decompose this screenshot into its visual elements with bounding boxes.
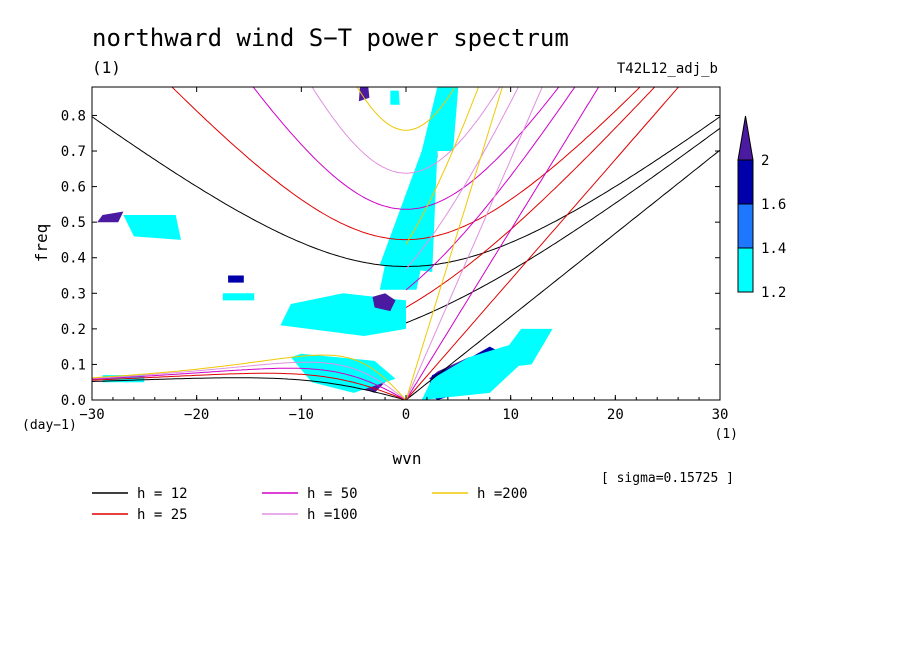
mrg-curve <box>405 127 720 324</box>
x-axis: −30 −20 −10 0 10 20 30 <box>79 87 728 423</box>
colorbar-swatch <box>737 247 754 293</box>
contour-region <box>358 87 370 102</box>
y-tick-label: 0.5 <box>61 215 86 231</box>
y-tick-label: 0.0 <box>61 393 86 409</box>
colorbar-label: 2 <box>761 153 769 169</box>
contour-region <box>379 264 422 290</box>
kelvin-curve <box>405 87 680 400</box>
x-tick-label: −20 <box>184 407 209 423</box>
contour-regions <box>97 87 553 400</box>
colorbar: 1.2 1.4 1.6 2 <box>737 115 786 301</box>
legend-label: h =200 <box>477 486 528 502</box>
contour-region <box>500 328 553 368</box>
y-tick-label: 0.7 <box>61 144 86 160</box>
y-tick-label: 0.3 <box>61 286 86 302</box>
x-tick-label: −10 <box>289 407 314 423</box>
y-axis-label: freq <box>32 224 51 263</box>
y-tick-label: 0.6 <box>61 180 86 196</box>
y-tick-label: 0.8 <box>61 108 86 124</box>
contour-region <box>123 215 181 240</box>
contour-region <box>97 211 124 223</box>
legend-label: h =100 <box>307 507 358 523</box>
x-tick-label: −30 <box>79 407 104 423</box>
gravity-wave-curve <box>92 116 720 267</box>
y-axis-units: (day−1) <box>22 418 77 433</box>
x-axis-units: (1) <box>715 427 738 442</box>
legend: h = 12 h = 25 h = 50 h =100 h =200 <box>92 486 528 523</box>
colorbar-label: 1.4 <box>761 241 786 257</box>
run-id-label: T42L12_adj_b <box>617 61 718 77</box>
colorbar-label: 1.6 <box>761 197 786 213</box>
y-axis: 0.0 0.1 0.2 0.3 0.4 0.5 0.6 0.7 0.8 <box>61 108 720 409</box>
gravity-wave-curve <box>356 87 456 131</box>
x-tick-label: 20 <box>607 407 624 423</box>
x-tick-label: 10 <box>502 407 519 423</box>
chart-units: (1) <box>92 58 121 77</box>
gravity-wave-curve <box>171 87 641 241</box>
gravity-wave-curve <box>311 87 501 174</box>
y-tick-label: 0.2 <box>61 322 86 338</box>
dispersion-curves <box>92 87 720 400</box>
kelvin-curve <box>405 149 720 400</box>
x-axis-label: wvn <box>393 449 422 468</box>
gravity-wave-curve <box>252 87 560 210</box>
y-tick-label: 0.1 <box>61 357 86 373</box>
rossby-curve <box>92 372 407 400</box>
mrg-curve <box>405 87 480 245</box>
colorbar-swatch <box>737 159 754 205</box>
legend-label: h = 12 <box>137 486 188 502</box>
colorbar-swatch <box>737 203 754 249</box>
colorbar-extend-arrow <box>737 115 754 161</box>
rossby-curve <box>92 354 407 400</box>
mrg-curve <box>405 87 656 308</box>
kelvin-curve <box>405 87 543 400</box>
rossby-curve <box>92 361 407 400</box>
y-tick-label: 0.4 <box>61 251 86 267</box>
contour-region <box>379 87 459 272</box>
colorbar-label: 1.2 <box>761 285 786 301</box>
legend-label: h = 25 <box>137 507 188 523</box>
rossby-curve <box>92 367 407 400</box>
mrg-curve <box>405 87 576 291</box>
contour-region <box>372 293 396 312</box>
mrg-curve <box>405 87 519 270</box>
rossby-curve <box>92 377 407 400</box>
chart-title: northward wind S−T power spectrum <box>92 24 569 52</box>
sigma-annotation: [ sigma=0.15725 ] <box>601 471 734 486</box>
legend-label: h = 50 <box>307 486 358 502</box>
x-tick-label: 0 <box>402 407 410 423</box>
contour-region <box>222 293 255 301</box>
kelvin-curve <box>405 87 503 400</box>
x-tick-label: 30 <box>712 407 729 423</box>
kelvin-curve <box>405 87 600 400</box>
contour-region <box>390 90 400 105</box>
contour-region <box>228 275 244 283</box>
